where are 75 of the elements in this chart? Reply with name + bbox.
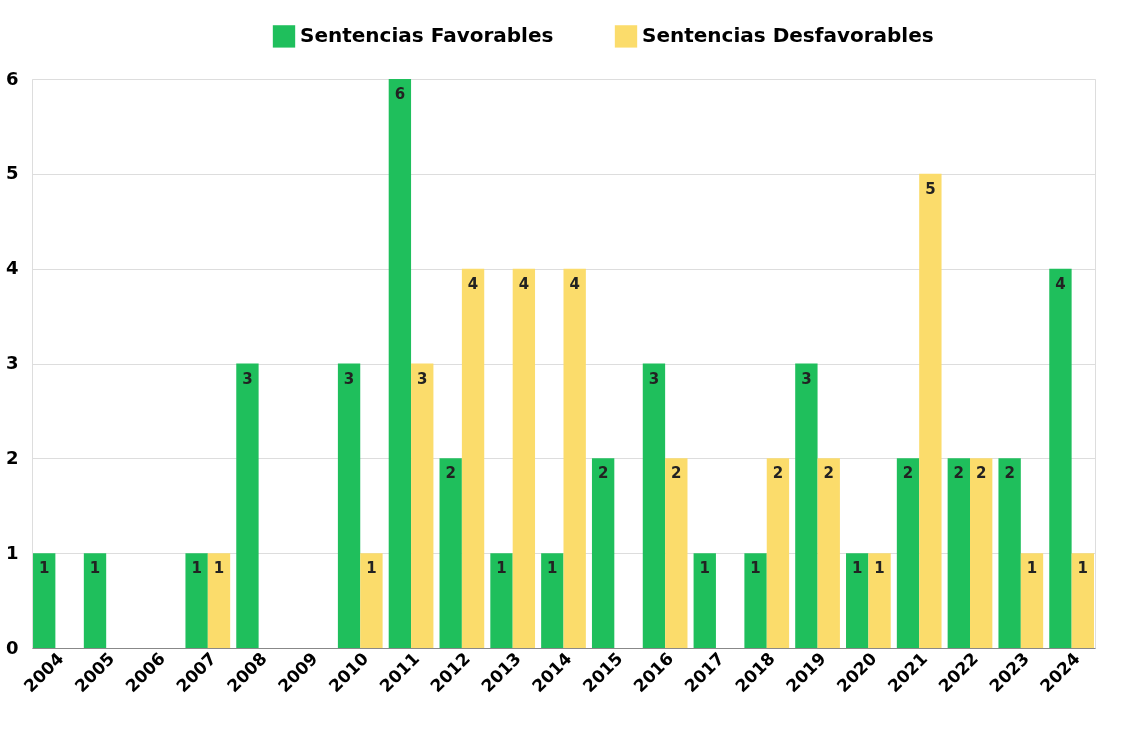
data-label: 1 xyxy=(547,559,558,578)
bar xyxy=(1071,553,1094,648)
data-label: 1 xyxy=(496,559,507,578)
bar xyxy=(512,268,536,648)
data-label: 4 xyxy=(1055,274,1066,293)
bar xyxy=(998,458,1021,648)
data-label: 3 xyxy=(343,369,355,388)
bar xyxy=(1020,553,1044,648)
bar xyxy=(817,458,840,648)
data-label: 2 xyxy=(1004,464,1015,483)
data-label: 1 xyxy=(699,559,710,578)
y-tick-label: 0 xyxy=(5,636,19,658)
bar xyxy=(919,173,942,648)
data-label: 1 xyxy=(213,559,225,578)
bar xyxy=(665,458,688,648)
bar xyxy=(642,363,666,648)
bar xyxy=(563,268,586,648)
data-label: 2 xyxy=(597,464,609,483)
bar xyxy=(868,553,891,648)
data-label: 1 xyxy=(191,559,202,578)
data-label: 2 xyxy=(823,464,834,483)
bar xyxy=(896,458,920,648)
data-label: 3 xyxy=(801,369,812,388)
data-label: 1 xyxy=(874,559,885,578)
bar xyxy=(439,458,462,648)
bar xyxy=(388,79,412,648)
bar xyxy=(1049,268,1072,648)
bar xyxy=(766,458,790,648)
bar xyxy=(236,363,259,648)
data-label: 1 xyxy=(366,559,377,578)
bar xyxy=(970,458,993,648)
bar xyxy=(411,363,434,648)
y-tick-label: 4 xyxy=(5,257,19,279)
y-tick-label: 6 xyxy=(5,67,19,89)
bar xyxy=(185,553,208,648)
data-label: 4 xyxy=(569,274,580,293)
bar xyxy=(83,553,107,648)
data-label: 1 xyxy=(89,559,101,578)
data-label: 4 xyxy=(518,274,530,293)
bar xyxy=(360,553,383,648)
data-label: 2 xyxy=(953,464,965,483)
data-label: 6 xyxy=(394,85,406,103)
bar xyxy=(795,363,818,648)
y-tick-label: 2 xyxy=(5,446,19,468)
data-label: 1 xyxy=(1077,559,1089,578)
data-label: 2 xyxy=(902,464,914,483)
bar xyxy=(846,553,869,648)
legend-label: Sentencias Favorables xyxy=(300,23,554,48)
bar xyxy=(744,553,767,648)
data-label: 1 xyxy=(851,559,863,578)
data-label: 1 xyxy=(1026,559,1038,578)
data-label: 3 xyxy=(242,369,253,388)
bar xyxy=(461,268,485,648)
bar xyxy=(33,553,56,648)
bar xyxy=(490,553,513,648)
bar xyxy=(693,553,716,648)
y-tick-label: 3 xyxy=(5,352,19,373)
legend-label: Sentencias Desfavorables xyxy=(642,23,934,48)
data-label: 2 xyxy=(671,464,682,483)
data-label: 5 xyxy=(925,179,936,198)
data-label: 1 xyxy=(38,559,50,578)
data-label: 3 xyxy=(648,369,660,388)
bar xyxy=(947,458,970,648)
y-tick-label: 5 xyxy=(5,162,19,184)
data-label: 3 xyxy=(417,369,428,388)
y-tick-label: 1 xyxy=(5,541,19,563)
bar xyxy=(207,553,231,648)
data-label: 4 xyxy=(467,274,479,293)
data-label: 2 xyxy=(772,464,784,483)
bar xyxy=(337,363,361,648)
bar xyxy=(541,553,564,648)
data-label: 2 xyxy=(445,464,456,483)
data-label: 2 xyxy=(975,464,987,483)
bar xyxy=(591,458,615,648)
data-label: 1 xyxy=(750,559,761,578)
